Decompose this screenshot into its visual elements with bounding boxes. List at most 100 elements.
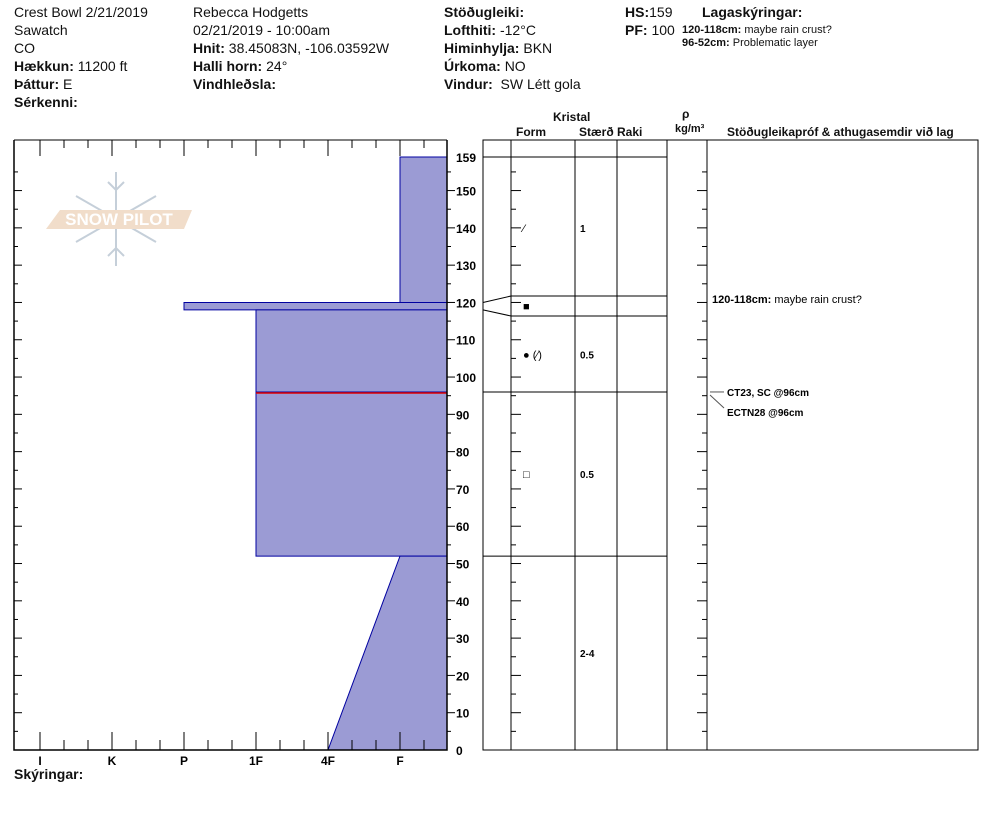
depth-tick-label: 110 [456,334,476,348]
grain-size: 2-4 [580,649,595,660]
grain-size: 0.5 [580,351,594,362]
hardness-tick-label: 4F [321,754,335,768]
pf-value: 100 [651,22,675,38]
depth-tick-label: 50 [456,558,470,572]
grain-size: 0.5 [580,470,594,481]
depth-tick-label: 140 [456,222,476,236]
depth-tick-label: 150 [456,185,476,199]
slope: Halli horn: 24° [193,58,287,74]
layer-note-text: maybe rain crust? [744,24,832,36]
sky-label: Himinhylja: [444,40,520,56]
col-form: Form [516,125,546,139]
hs-label: HS: [625,4,650,20]
hardness-layer [399,156,448,303]
stability-test: ECTN28 @96cm [727,408,804,419]
wind-value: SW Létt gola [500,76,581,92]
grain-form-symbol: ■ [523,301,530,313]
hardness-layer [327,555,448,751]
layer-note-text: Problematic layer [732,37,818,49]
wind: Vindur: SW Létt gola [444,76,581,92]
range: Sawatch [14,22,68,38]
col-density: kg/m³ [675,123,705,135]
wind-loading-label: Vindhleðsla: [193,76,276,92]
layer-boundary [482,295,667,303]
depth-tick-label: 40 [456,595,470,609]
layer-note: 96-52cm: Problematic layer [682,37,818,49]
depth-tick-label: 100 [456,371,476,385]
depth-tick-label: 10 [456,707,470,721]
depth-tick-label: 70 [456,483,470,497]
depth-tick-label: 130 [456,259,476,273]
test-arrow [709,394,725,409]
depth-tick-label: 80 [456,446,470,460]
elevation-label: Hækkun: [14,58,74,74]
depth-tick-label: 60 [456,520,470,534]
depth-tick-label: 0 [456,744,463,758]
precip-value: NO [504,58,526,74]
elevation: Hækkun: 11200 ft [14,58,127,74]
slope-value: 24° [266,58,288,74]
aspect: Þáttur: E [14,76,72,92]
coords-label: Hnit: [193,40,225,56]
hardness-tick-label: F [396,754,403,768]
sky: Himinhylja: BKN [444,40,552,56]
grain-form-symbol: □ [523,469,530,481]
pf-label: PF: [625,22,648,38]
layer-note: 120-118cm: maybe rain crust? [682,24,832,36]
depth-tick-label: 120 [456,296,476,310]
slope-label: Halli horn: [193,58,263,74]
air-temp-value: -12°C [499,22,536,38]
legend-label: Skýringar: [14,766,84,782]
col-rho: ρ [682,107,690,121]
features-label: Sérkenni: [14,94,78,110]
sky-value: BKN [523,40,553,56]
hardness-tick-label: 1F [249,754,263,768]
layer-comment: 120-118cm: maybe rain crust? [712,294,862,306]
pf: PF: 100 [625,22,675,38]
depth-tick-label: 30 [456,632,470,646]
hardness-tick-label: K [108,754,117,768]
stability-test: CT23, SC @96cm [727,388,809,399]
col-crystal: Kristal [553,110,591,124]
datetime: 02/21/2019 - 10:00am [193,22,330,38]
elevation-value: 11200 ft [77,58,128,74]
hs: HS:159 [625,4,672,20]
col-size: Stærð [579,125,614,139]
grain-form-symbol: ● (⁄) [523,350,542,362]
hardness-tick-label: P [180,754,188,768]
layer-boundary [482,309,667,317]
col-moisture: Raki [617,125,643,139]
aspect-value: E [63,76,73,92]
observer: Rebecca Hodgetts [193,4,309,20]
hs-value: 159 [649,4,673,20]
layer-note-range: 96-52cm: [682,37,730,49]
coords: Hnit: 38.45083N, -106.03592W [193,40,389,56]
logo-text: SNOW PILOT [65,210,173,229]
air-temp-label: Lofthiti: [444,22,497,38]
state: CO [14,40,35,56]
layer-note-range: 120-118cm: [682,24,742,36]
layer-grid [482,139,979,751]
hardness-layer [183,301,448,311]
grain-form-symbol: ⁄ [520,223,527,235]
precip: Úrkoma: NO [444,58,526,74]
aspect-label: Þáttur: [14,76,60,92]
coords-value: 38.45083N, -106.03592W [228,40,390,56]
col-comments: Stöðugleikapróf & athugasemdir við lag [727,125,954,139]
layer-notes-label: Lagaskýringar: [702,4,803,20]
depth-tick-label: 20 [456,669,470,683]
hardness-axes [13,140,448,751]
snowpilot-logo: SNOW PILOT [46,172,192,266]
hardness-layer [255,391,448,557]
hardness-tick-label: I [38,754,41,768]
grain-size: 1 [580,224,586,235]
location: Crest Bowl 2/21/2019 [14,4,148,20]
air-temp: Lofthiti: -12°C [444,22,536,38]
wind-label: Vindur: [444,76,493,92]
precip-label: Úrkoma: [444,58,501,74]
depth-tick-label: 159 [456,151,476,165]
depth-tick-label: 90 [456,408,470,422]
hardness-layer [255,309,448,393]
